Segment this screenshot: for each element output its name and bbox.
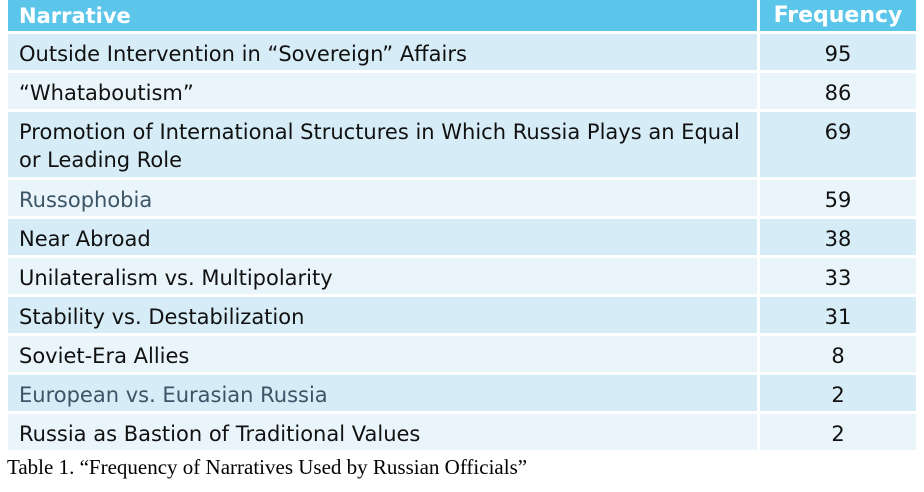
table-row: Promotion of International Structures in… xyxy=(8,112,916,180)
narrative-cell: Stability vs. Destabilization xyxy=(8,297,760,333)
narrative-cell: Unilateralism vs. Multipolarity xyxy=(8,258,760,294)
narrative-cell: Promotion of International Structures in… xyxy=(8,112,760,177)
frequency-cell: 2 xyxy=(831,383,845,407)
narrative-cell: Outside Intervention in “Sovereign” Affa… xyxy=(8,34,760,70)
frequency-cell: 33 xyxy=(824,266,852,290)
frequency-cell: 95 xyxy=(824,42,852,66)
table-caption: Table 1. “Frequency of Narratives Used b… xyxy=(7,455,528,479)
narrative-cell: European vs. Eurasian Russia xyxy=(8,375,760,411)
frequency-cell: 86 xyxy=(824,81,852,105)
frequency-cell: 2 xyxy=(831,422,845,446)
narrative-cell: Near Abroad xyxy=(8,219,760,255)
narrative-cell: Russia as Bastion of Traditional Values xyxy=(8,414,760,450)
table-row: Russophobia 59 xyxy=(8,180,916,219)
table-row: Near Abroad 38 xyxy=(8,219,916,258)
table-row: Stability vs. Destabilization 31 xyxy=(8,297,916,336)
frequency-cell: 69 xyxy=(824,120,852,144)
frequency-cell: 31 xyxy=(824,305,852,329)
table-row: Outside Intervention in “Sovereign” Affa… xyxy=(8,34,916,73)
narrative-cell: “Whataboutism” xyxy=(8,73,760,109)
table-row: European vs. Eurasian Russia 2 xyxy=(8,375,916,414)
table-row: “Whataboutism” 86 xyxy=(8,73,916,112)
table-row: Russia as Bastion of Traditional Values … xyxy=(8,414,916,453)
narratives-table: Narrative Frequency Outside Intervention… xyxy=(8,0,916,453)
table-row: Unilateralism vs. Multipolarity 33 xyxy=(8,258,916,297)
narrative-cell: Russophobia xyxy=(8,180,760,216)
frequency-column-header: Frequency xyxy=(773,3,903,28)
narrative-cell: Soviet-Era Allies xyxy=(8,336,760,372)
narrative-column-header: Narrative xyxy=(8,0,760,31)
table-header-row: Narrative Frequency xyxy=(8,0,916,34)
table-row: Soviet-Era Allies 8 xyxy=(8,336,916,375)
frequency-cell: 8 xyxy=(831,344,845,368)
frequency-cell: 38 xyxy=(824,227,852,251)
frequency-cell: 59 xyxy=(824,188,852,212)
